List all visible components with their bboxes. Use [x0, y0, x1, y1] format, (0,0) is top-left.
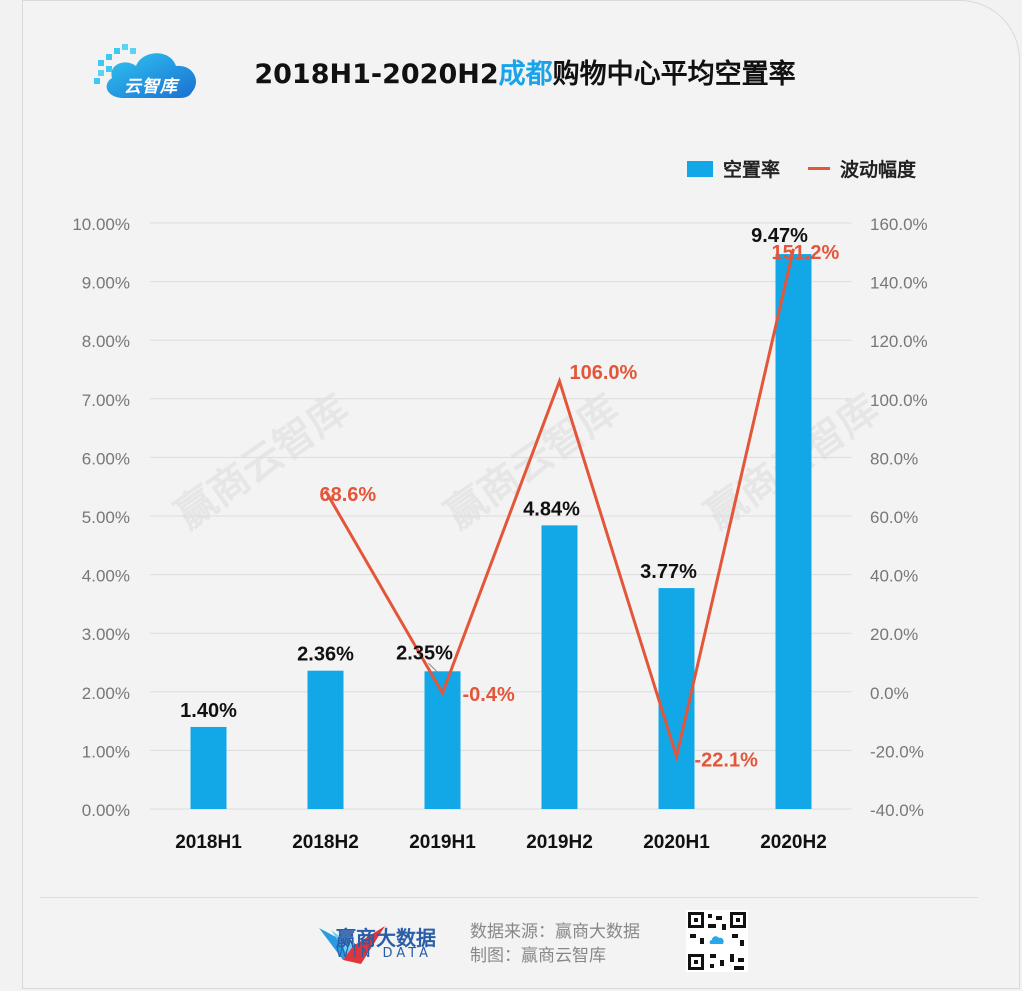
y-left-tick-label: 2.00%	[82, 684, 130, 703]
legend: 空置率 波动幅度	[686, 155, 916, 182]
x-tick-label: 2019H2	[526, 832, 593, 853]
source-line: 数据来源：赢商大数据	[470, 922, 640, 942]
y-left-tick-label: 9.00%	[82, 274, 130, 293]
windata-logo-icon	[319, 926, 385, 964]
bar-data-label: 2.36%	[297, 644, 354, 666]
bar-2018H1	[190, 726, 227, 809]
line-data-label: 151.2%	[772, 242, 840, 264]
y-right-tick-label: 20.0%	[870, 625, 918, 644]
bar-data-label: 9.47%	[751, 225, 808, 247]
x-tick-label: 2018H1	[175, 832, 242, 853]
x-tick-label: 2020H1	[643, 832, 710, 853]
y-left-tick-label: 8.00%	[82, 332, 130, 351]
legend-line-label: 波动幅度	[839, 159, 916, 181]
y-right-tick-label: 160.0%	[870, 215, 928, 234]
y-right-tick-label: 80.0%	[870, 449, 918, 468]
bar-data-label: 4.84%	[523, 498, 580, 520]
y-left-tick-label: 6.00%	[82, 449, 130, 468]
footer-brand-name: 赢商大数据	[336, 926, 436, 950]
footer-brand-sub: WIN DATA	[336, 946, 433, 961]
x-tick-label: 2019H1	[409, 832, 476, 853]
x-tick-label: 2018H2	[292, 832, 359, 853]
qr-code-icon	[686, 910, 748, 972]
y-right-tick-label: 120.0%	[870, 332, 928, 351]
line-data-label: -22.1%	[695, 750, 759, 772]
y-left-tick-label: 10.00%	[72, 215, 130, 234]
x-tick-label: 2020H2	[760, 832, 827, 853]
label-leader-line	[428, 662, 439, 674]
y-left-tick-label: 5.00%	[82, 508, 130, 527]
y-left-tick-label: 7.00%	[82, 391, 130, 410]
bar-data-label: 2.35%	[396, 642, 453, 664]
line-data-label: -0.4%	[463, 684, 515, 706]
bar-2019H2	[541, 525, 578, 809]
bar-data-label: 1.40%	[180, 700, 237, 722]
footer-divider	[40, 897, 978, 898]
footer-source: 数据来源：赢商大数据 制图：赢商云智库	[470, 920, 640, 968]
y-right-tick-label: 0.0%	[870, 684, 909, 703]
y-right-tick-label: -40.0%	[870, 801, 924, 820]
yunzhiku-logo	[94, 44, 197, 98]
legend-line-swatch	[807, 167, 830, 170]
line-data-label: 68.6%	[320, 484, 377, 506]
line-series-fluctuation	[324, 248, 795, 763]
bar-2018H2	[307, 670, 344, 809]
y-right-tick-label: -20.0%	[870, 742, 924, 761]
y-right-tick-label: 100.0%	[870, 391, 928, 410]
y-left-tick-label: 0.00%	[82, 801, 130, 820]
y-right-tick-label: 40.0%	[870, 567, 918, 586]
y-left-tick-label: 3.00%	[82, 625, 130, 644]
line-data-label: 106.0%	[570, 362, 638, 384]
logo-text: 云智库	[124, 77, 178, 97]
bar-data-label: 3.77%	[640, 561, 697, 583]
chart-card	[22, 0, 1020, 989]
title-prefix: 2018H1-2020H2	[254, 59, 499, 90]
chart-title: 2018H1-2020H2成都购物中心平均空置率	[0, 52, 1022, 91]
maker-line: 制图：赢商云智库	[470, 946, 606, 966]
y-right-tick-label: 60.0%	[870, 508, 918, 527]
y-left-tick-label: 4.00%	[82, 567, 130, 586]
y-left-tick-label: 1.00%	[82, 742, 130, 761]
y-right-tick-label: 140.0%	[870, 274, 928, 293]
legend-bar-swatch	[686, 160, 713, 177]
bar-2020H2	[775, 254, 812, 810]
title-highlight: 成都	[498, 59, 553, 90]
title-suffix: 购物中心平均空置率	[552, 59, 796, 90]
legend-bar-label: 空置率	[722, 159, 780, 181]
